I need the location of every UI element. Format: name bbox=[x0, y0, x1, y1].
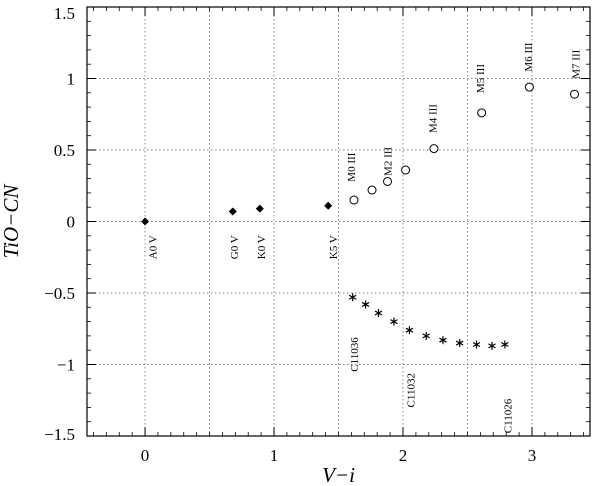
asterisk-point bbox=[488, 341, 496, 350]
asterisk-point bbox=[390, 317, 398, 326]
diamond-point bbox=[324, 201, 333, 210]
y-axis-label: TiO−CN bbox=[0, 184, 23, 259]
annotation-label: M6 III bbox=[523, 42, 535, 71]
circle-point bbox=[524, 82, 534, 92]
asterisk-point bbox=[422, 331, 430, 340]
annotation-label: C11036 bbox=[349, 337, 361, 372]
circle-point bbox=[383, 176, 393, 186]
grid bbox=[87, 7, 590, 436]
annotation-label: M7 III bbox=[571, 49, 583, 78]
x-axis-label: V−i bbox=[322, 463, 355, 486]
annotation-label: C11032 bbox=[406, 373, 418, 407]
diamond-point bbox=[141, 217, 150, 226]
asterisk-point bbox=[348, 293, 357, 302]
annotation-label: M5 III bbox=[475, 64, 487, 93]
annotation-label: M2 III bbox=[382, 147, 394, 176]
asterisk-point bbox=[472, 340, 481, 349]
axis-ticks bbox=[87, 6, 590, 437]
x-tick-label: 3 bbox=[528, 446, 537, 465]
x-tick-label: 2 bbox=[399, 446, 408, 465]
circle-point bbox=[477, 108, 487, 118]
x-tick-label: 0 bbox=[141, 446, 150, 465]
y-tick-label: 0.5 bbox=[54, 141, 75, 160]
diamond-point bbox=[228, 207, 237, 216]
y-tick-label: 1 bbox=[67, 70, 76, 89]
diamond-point bbox=[255, 204, 264, 213]
annotation-label: K5 V bbox=[328, 235, 340, 259]
y-tick-label: 1.5 bbox=[54, 4, 75, 23]
asterisk-point bbox=[455, 339, 464, 348]
circle-point bbox=[401, 165, 411, 175]
annotation-label: K0 V bbox=[256, 235, 268, 259]
y-tick-label: −0.5 bbox=[44, 284, 75, 303]
annotation-label: C11026 bbox=[502, 398, 514, 433]
data-points bbox=[141, 82, 580, 350]
tick-labels: 0 1 2 3 −1.5 −1 −0.5 0 0.5 1 1.5 bbox=[44, 4, 536, 465]
circle-point bbox=[349, 195, 359, 205]
y-tick-label: −1.5 bbox=[44, 425, 75, 444]
asterisk-point bbox=[439, 336, 447, 345]
y-tick-label: −1 bbox=[57, 356, 75, 375]
asterisk-point bbox=[501, 340, 509, 349]
asterisk-point bbox=[374, 309, 383, 318]
circle-point bbox=[429, 144, 439, 154]
asterisk-point bbox=[405, 326, 414, 335]
annotations: A0 V G0 V K0 V K5 V M0 III M2 III M4 III M5 III… bbox=[148, 42, 583, 433]
annotation-label: G0 V bbox=[229, 235, 241, 259]
y-tick-label: 0 bbox=[67, 213, 76, 232]
annotation-label: A0 V bbox=[148, 235, 160, 259]
circle-point bbox=[570, 89, 580, 99]
circle-point bbox=[367, 185, 377, 195]
x-tick-label: 1 bbox=[270, 446, 279, 465]
annotation-label: M0 III bbox=[346, 152, 358, 181]
asterisk-point bbox=[361, 300, 370, 309]
annotation-label: M4 III bbox=[427, 104, 439, 133]
